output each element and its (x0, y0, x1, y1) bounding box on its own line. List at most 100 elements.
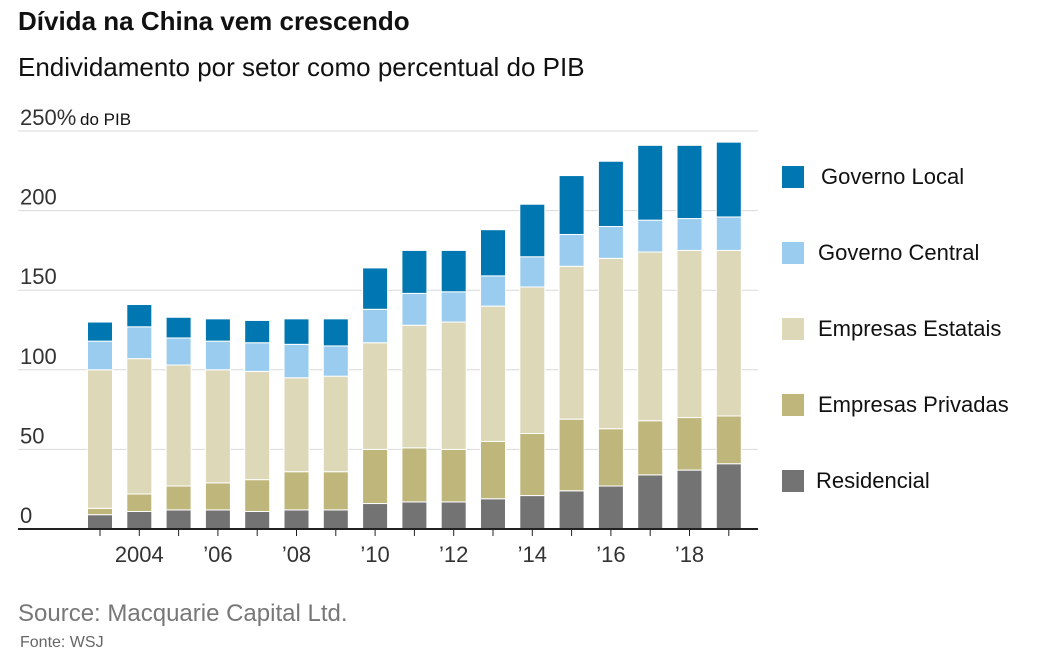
bar-segment-governo-central-2016 (597, 226, 624, 259)
bar-segment-governo-local-2009 (322, 318, 349, 347)
bar-segment-empresas-privadas-2017 (637, 420, 664, 476)
bar-segment-governo-local-2016 (597, 160, 624, 228)
bar-segment-empresas-privadas-2005 (165, 485, 192, 511)
bar-segment-empresas-estatais-2006 (204, 369, 231, 484)
y-tick-label: 250% (20, 105, 76, 130)
x-tick-label: ’08 (282, 542, 311, 567)
bar-segment-empresas-estatais-2012 (440, 321, 467, 450)
y-tick-label: 100 (20, 344, 57, 369)
bar-segment-empresas-estatais-2010 (362, 342, 389, 450)
x-tick-label: ’10 (360, 542, 389, 567)
bar-segment-empresas-estatais-2014 (519, 286, 546, 434)
bar-segment-empresas-estatais-2015 (558, 265, 585, 420)
bar-segment-governo-central-2003 (87, 340, 113, 371)
legend-label-empresas-privadas: Empresas Privadas (818, 392, 1009, 417)
bar-segment-empresas-estatais-2017 (637, 251, 664, 422)
bar-segment-empresas-privadas-2013 (480, 440, 506, 500)
stacked-bar-chart: 250% 200 150 100 50 0 do PIB 2004 ’06 ’08 ’10 ’12 ’1… (18, 105, 758, 567)
y-tick-label: 200 (20, 185, 57, 210)
bar-segment-governo-local-2013 (480, 229, 506, 277)
y-tick-label: 0 (20, 503, 32, 528)
bar-segment-empresas-estatais-2004 (126, 358, 153, 495)
bar-segment-empresas-privadas-2016 (597, 428, 624, 487)
bar-segment-empresas-estatais-2016 (597, 257, 624, 430)
y-tick-label: 50 (20, 423, 44, 448)
legend-label-governo-central: Governo Central (818, 240, 980, 265)
bar-segment-governo-central-2010 (362, 308, 389, 344)
x-tick-label: ’06 (203, 542, 232, 567)
bar-segment-empresas-privadas-2011 (401, 447, 428, 503)
bar-segment-governo-local-2004 (126, 304, 153, 328)
bar-segment-empresas-privadas-2014 (519, 432, 546, 497)
bar-segment-empresas-privadas-2010 (362, 448, 389, 505)
bar-segment-residencial-2004 (126, 510, 153, 530)
bar-segment-empresas-estatais-2003 (87, 369, 113, 509)
bar-segment-empresas-estatais-2005 (165, 364, 192, 487)
bar-segment-residencial-2007 (244, 510, 271, 530)
bar-segment-governo-local-2008 (283, 318, 310, 345)
bar-segment-residencial-2008 (283, 509, 310, 530)
bar-segment-governo-central-2006 (204, 340, 231, 371)
bar-segment-residencial-2014 (519, 495, 546, 530)
legend-swatch-governo-local (782, 166, 804, 188)
bar-segment-governo-local-2003 (87, 321, 113, 342)
legend-item-empresas-privadas: Empresas Privadas (782, 392, 1009, 417)
bar-segment-empresas-privadas-2004 (126, 493, 153, 512)
legend-swatch-empresas-estatais (782, 318, 804, 340)
bar-segment-empresas-estatais-2013 (480, 305, 506, 442)
legend-item-governo-central: Governo Central (782, 240, 980, 265)
bar-segment-residencial-2009 (322, 509, 349, 530)
legend-swatch-governo-central (782, 242, 804, 264)
bar-segment-governo-central-2014 (519, 256, 546, 288)
legend-label-empresas-estatais: Empresas Estatais (818, 316, 1002, 341)
bar-segment-governo-central-2009 (322, 345, 349, 377)
bar-segment-residencial-2019 (715, 463, 742, 530)
y-unit-label: do PIB (80, 110, 131, 129)
bar-segment-governo-central-2015 (558, 233, 585, 267)
bar-segment-empresas-estatais-2018 (676, 249, 703, 419)
x-tick-label: ’12 (439, 542, 468, 567)
bar-segment-governo-local-2014 (519, 203, 546, 258)
bar-segment-residencial-2006 (204, 509, 231, 530)
legend-label-governo-local: Governo Local (821, 164, 965, 189)
bar-segment-residencial-2015 (558, 490, 585, 530)
bar-segment-governo-central-2012 (440, 291, 467, 323)
bar-segment-governo-central-2004 (126, 326, 153, 360)
bar-segment-residencial-2013 (480, 498, 506, 530)
bar-segment-governo-central-2013 (480, 275, 506, 307)
bar-segment-residencial-2005 (165, 509, 192, 530)
bar-segment-governo-central-2018 (676, 218, 703, 251)
x-tick-label: ’14 (518, 542, 547, 567)
x-tick-label: ’18 (675, 542, 704, 567)
source-note: Source: Macquarie Capital Ltd. (18, 600, 348, 627)
bar-segment-empresas-privadas-2003 (87, 507, 113, 516)
bar-segment-residencial-2011 (401, 501, 428, 530)
bar-segment-governo-local-2019 (715, 141, 742, 218)
bar-segment-empresas-privadas-2009 (322, 471, 349, 511)
bar-segment-empresas-estatais-2007 (244, 370, 271, 481)
bar-segment-governo-local-2006 (204, 318, 231, 342)
bar-segment-residencial-2018 (676, 469, 703, 530)
legend-item-empresas-estatais: Empresas Estatais (782, 316, 1002, 341)
bar-segment-empresas-privadas-2019 (715, 415, 742, 465)
bar-segment-residencial-2010 (362, 503, 389, 530)
bar-segment-empresas-estatais-2008 (283, 377, 310, 473)
bar-segment-residencial-2017 (637, 474, 664, 530)
legend-item-governo-local: Governo Local (782, 164, 965, 189)
legend-swatch-empresas-privadas (782, 394, 804, 416)
bar-segment-governo-local-2018 (676, 144, 703, 220)
bar-segment-empresas-privadas-2018 (676, 417, 703, 471)
legend-swatch-residencial (782, 470, 804, 492)
bar-segment-governo-local-2012 (440, 249, 467, 293)
bar-segment-empresas-estatais-2011 (401, 324, 428, 449)
x-tick-label: 2004 (115, 542, 164, 567)
bar-segment-governo-central-2005 (165, 337, 192, 366)
bar-segment-governo-central-2017 (637, 219, 664, 253)
bar-segment-residencial-2012 (440, 501, 467, 530)
bar-segment-empresas-privadas-2006 (204, 482, 231, 511)
bar-segment-empresas-privadas-2012 (440, 448, 467, 503)
bar-segment-governo-local-2015 (558, 175, 585, 235)
legend-item-residencial: Residencial (782, 468, 930, 493)
bar-segment-empresas-privadas-2007 (244, 479, 271, 512)
bar-segment-governo-central-2011 (401, 292, 428, 326)
